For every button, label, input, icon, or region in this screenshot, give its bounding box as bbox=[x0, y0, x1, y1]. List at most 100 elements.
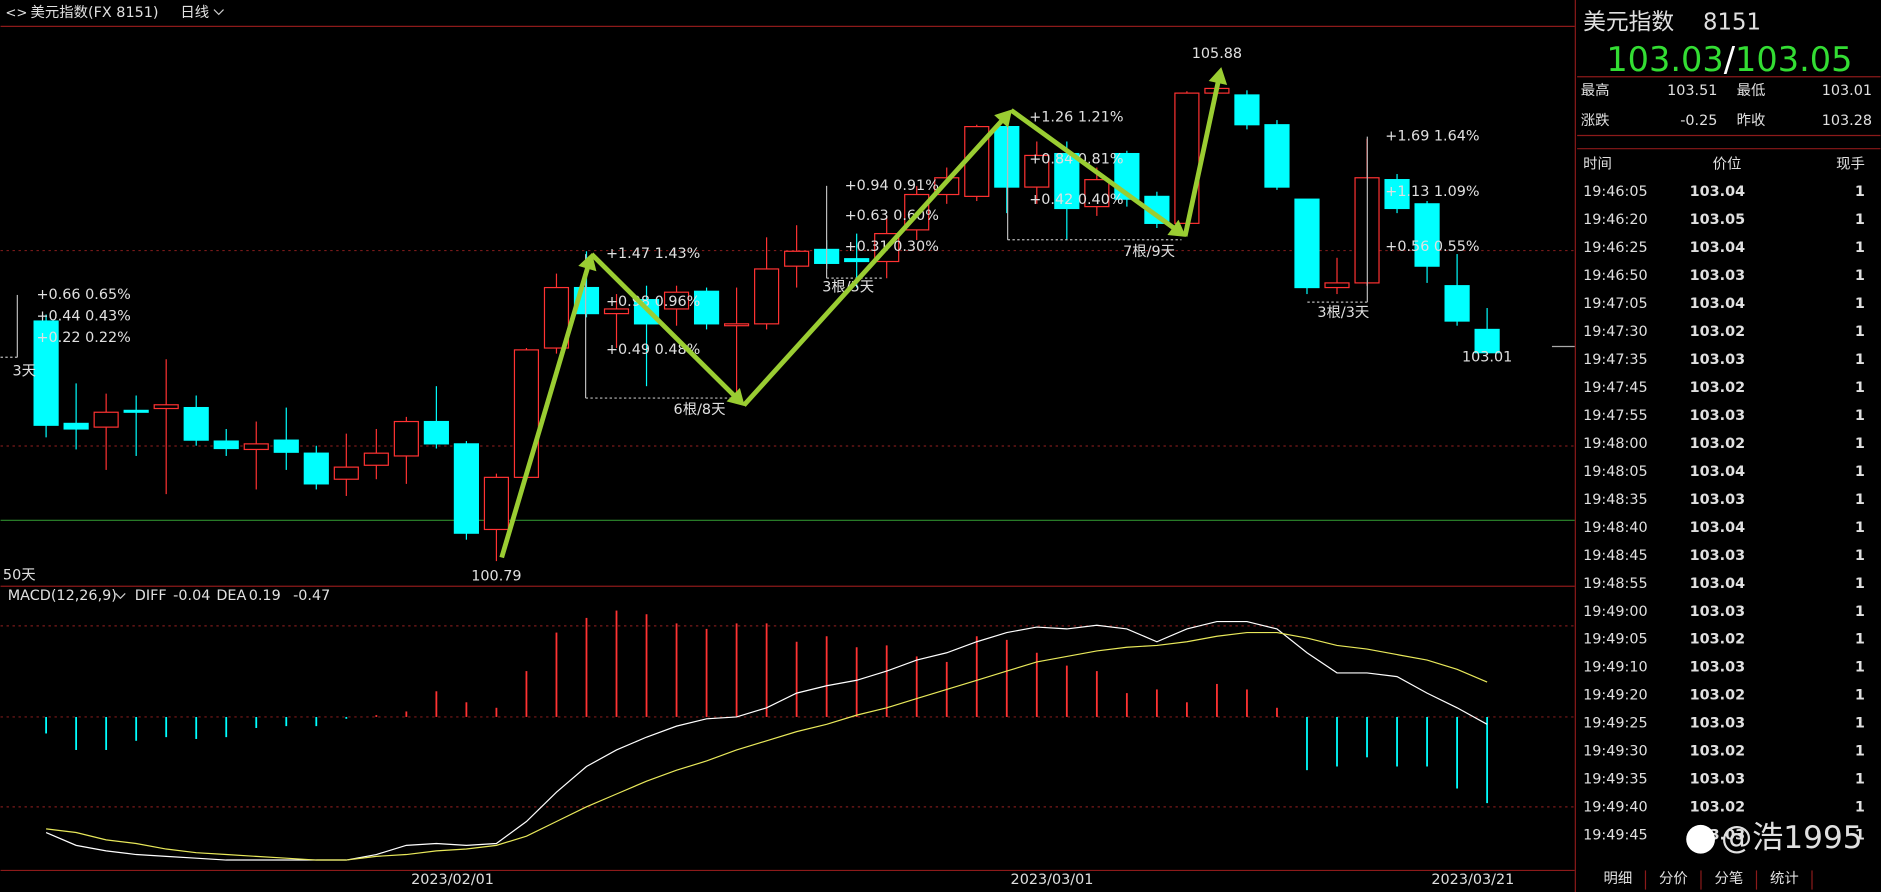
tick-time: 19:49:35 bbox=[1583, 772, 1648, 788]
tick-volume: 1 bbox=[1855, 744, 1865, 760]
tick-time: 19:47:05 bbox=[1583, 296, 1648, 312]
tab[interactable]: 分笔 bbox=[1715, 870, 1744, 887]
tick-volume: 1 bbox=[1855, 436, 1865, 452]
tick-time: 19:49:10 bbox=[1583, 660, 1648, 676]
tick-volume: 1 bbox=[1855, 604, 1865, 620]
quote-price: 103.03/103.05 bbox=[1606, 40, 1852, 79]
candle-body bbox=[453, 443, 479, 534]
tick-time: 19:49:30 bbox=[1583, 744, 1648, 760]
candle-body bbox=[844, 258, 870, 263]
candle-body bbox=[1054, 152, 1080, 210]
candle-body bbox=[543, 286, 570, 349]
diff-value: -0.04 bbox=[173, 588, 210, 604]
date-label: 2023/03/01 bbox=[1011, 872, 1094, 888]
dashed-guides bbox=[0, 249, 1575, 808]
candle-body bbox=[1324, 282, 1350, 289]
tick-volume: 1 bbox=[1855, 268, 1865, 284]
candle-body bbox=[183, 406, 209, 441]
arrow-shaft bbox=[1009, 108, 1175, 230]
tick-volume: 1 bbox=[1855, 352, 1865, 368]
tick-time: 19:48:05 bbox=[1583, 464, 1648, 480]
tick-price: 103.04 bbox=[1690, 464, 1745, 480]
candle-body bbox=[1474, 328, 1500, 354]
annotation: +0.31 0.30% bbox=[845, 239, 939, 255]
period[interactable]: 日线 bbox=[180, 4, 209, 21]
tick-time: 19:49:40 bbox=[1583, 800, 1648, 816]
candle-body bbox=[1234, 94, 1260, 126]
tick-volume: 1 bbox=[1855, 660, 1865, 676]
annotation: +0.56 0.55% bbox=[1385, 239, 1479, 255]
tick-time: 19:46:25 bbox=[1583, 240, 1648, 256]
tab[interactable]: 分价 bbox=[1659, 870, 1688, 887]
tick-time: 19:47:35 bbox=[1583, 352, 1648, 368]
watermark: @浩1995 bbox=[1721, 820, 1863, 856]
tick-price: 103.03 bbox=[1690, 492, 1745, 508]
candle-body bbox=[153, 404, 179, 410]
tick-time: 19:48:40 bbox=[1583, 520, 1648, 536]
price-part: 103.03 bbox=[1606, 40, 1723, 79]
tick-time: 19:48:55 bbox=[1583, 576, 1648, 592]
dropdown-caret bbox=[213, 9, 224, 16]
tick-volume: 1 bbox=[1855, 828, 1865, 844]
tick-price: 103.02 bbox=[1690, 632, 1745, 648]
quote-field: 103.28 bbox=[1822, 113, 1872, 129]
date-label: 2023/03/21 bbox=[1431, 872, 1514, 888]
tick-volume: 1 bbox=[1855, 324, 1865, 340]
arrow-head bbox=[1167, 219, 1187, 237]
tick-time: 19:49:20 bbox=[1583, 688, 1648, 704]
candle-body bbox=[273, 439, 299, 453]
quote-field: 最高 bbox=[1581, 82, 1610, 99]
macd-title: MACD(12,26,9) bbox=[8, 588, 117, 604]
tab[interactable]: 统计 bbox=[1770, 870, 1799, 887]
arrow-head bbox=[726, 387, 745, 407]
tick-time: 19:48:00 bbox=[1583, 436, 1648, 452]
candle-body bbox=[1444, 285, 1470, 322]
quote-field: 103.51 bbox=[1667, 83, 1717, 99]
quote-field: 涨跌 bbox=[1581, 112, 1610, 129]
tick-time: 19:49:25 bbox=[1583, 716, 1648, 732]
candle-body bbox=[213, 440, 239, 450]
tick-price: 103.04 bbox=[1690, 520, 1745, 536]
arrow-head bbox=[1208, 67, 1228, 85]
annotation: +1.13 1.09% bbox=[1385, 184, 1479, 200]
candle-body bbox=[1264, 124, 1290, 188]
candle-body bbox=[1084, 179, 1110, 208]
candle-body bbox=[63, 422, 89, 430]
annotation-count: 6根/8天 bbox=[674, 401, 726, 418]
tick-price: 103.02 bbox=[1690, 800, 1745, 816]
tick-time: 19:49:05 bbox=[1583, 632, 1648, 648]
arrow-head bbox=[994, 109, 1013, 128]
tick-price: 103.03 bbox=[1690, 548, 1745, 564]
tick-time: 19:47:30 bbox=[1583, 324, 1648, 340]
high-label: 105.88 bbox=[1192, 46, 1242, 62]
tick-price: 103.04 bbox=[1690, 576, 1745, 592]
candle-body bbox=[423, 420, 449, 445]
candle-body bbox=[513, 349, 540, 478]
candle-body bbox=[754, 268, 780, 325]
tick-volume: 1 bbox=[1855, 716, 1865, 732]
dea-line bbox=[46, 631, 1488, 861]
arrow-shaft bbox=[589, 252, 736, 397]
arrow-shaft bbox=[1182, 81, 1221, 237]
tick-time: 19:49:00 bbox=[1583, 604, 1648, 620]
tick-volume: 1 bbox=[1855, 464, 1865, 480]
tick-price: 103.02 bbox=[1690, 324, 1745, 340]
tick-price: 103.02 bbox=[1690, 436, 1745, 452]
tick-price: 103.02 bbox=[1690, 688, 1745, 704]
last-low-label: 103.01 bbox=[1462, 349, 1512, 365]
separator: / bbox=[1724, 40, 1736, 79]
candle-body bbox=[663, 291, 690, 310]
diff-line bbox=[45, 620, 1488, 861]
tick-volume: 1 bbox=[1855, 576, 1865, 592]
tick-price: 103.03 bbox=[1690, 604, 1745, 620]
tab[interactable]: 明细 bbox=[1604, 870, 1633, 887]
candle-body bbox=[1384, 179, 1410, 210]
annotation: +0.66 0.65% bbox=[37, 287, 131, 303]
annotation: +0.94 0.91% bbox=[845, 178, 939, 194]
annotation: +0.98 0.96% bbox=[606, 294, 700, 310]
candle-body bbox=[243, 443, 269, 451]
quote-field: -0.25 bbox=[1680, 113, 1717, 129]
